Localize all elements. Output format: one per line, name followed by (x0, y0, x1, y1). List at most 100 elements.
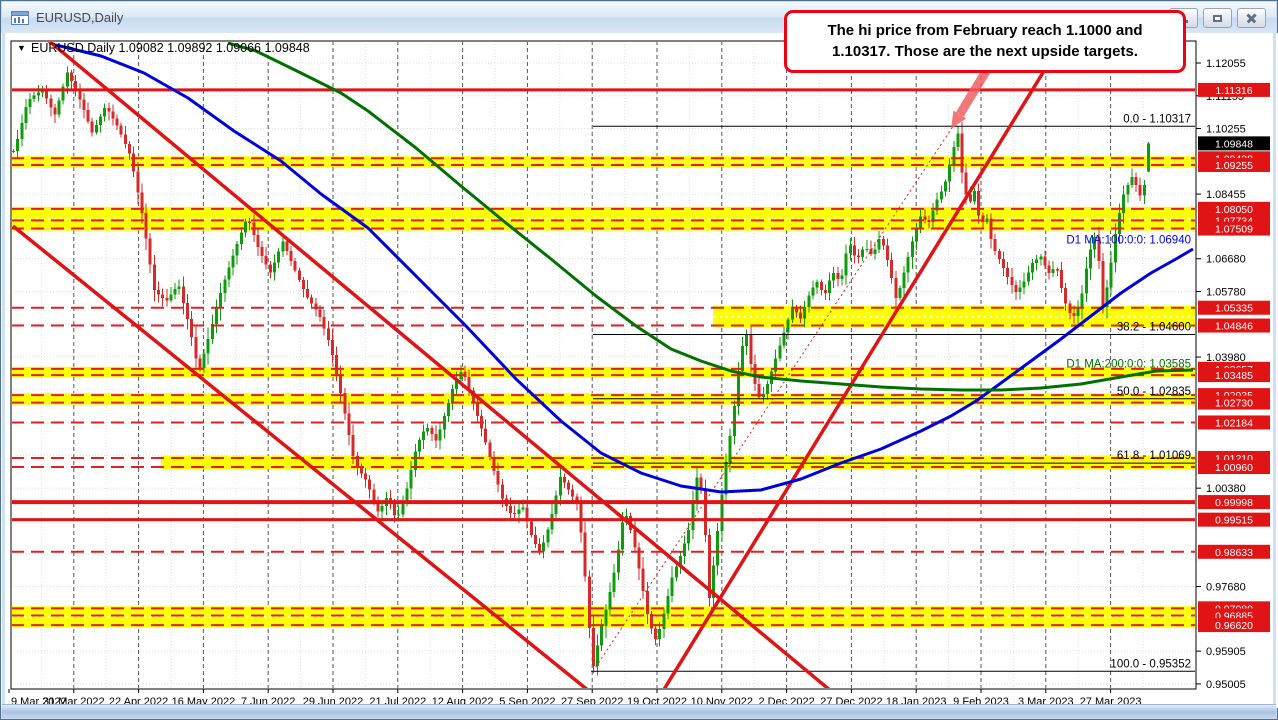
candle-body (339, 374, 343, 394)
support-zone[interactable] (161, 455, 1196, 470)
candle-body (964, 172, 968, 195)
candle-body (57, 100, 61, 115)
candle-body (952, 146, 956, 165)
candle-body (968, 194, 972, 202)
candle-body (699, 477, 703, 490)
candle-body (1093, 236, 1097, 250)
candle-body (1006, 267, 1010, 278)
ohlc-values: EURUSD,Daily 1.09082 1.09892 1.09066 1.0… (31, 41, 310, 55)
candle-body (712, 565, 716, 598)
maximize-icon (1213, 14, 1222, 22)
candle-body (484, 428, 488, 443)
candle-body (612, 572, 616, 593)
price-chart: 0.0 - 1.10317 38.2 - 1.04600 50.0 - 1.0283… (1, 33, 1278, 708)
candle-body (741, 346, 745, 371)
candle-body (127, 144, 131, 154)
candle-body (272, 262, 276, 273)
candle-body (1043, 256, 1047, 266)
candle-body (119, 125, 123, 135)
candle-body (413, 451, 417, 471)
candle-body (836, 272, 840, 280)
price-badge (1198, 544, 1270, 559)
candle-body (861, 249, 865, 258)
candle-body (637, 547, 641, 569)
candle-body (707, 534, 711, 598)
candle-body (1002, 258, 1006, 268)
price-tick-label: 1.00380 (1206, 483, 1246, 495)
candle-body (927, 219, 931, 222)
candle-body (343, 393, 347, 414)
price-tick-label: 1.10255 (1206, 124, 1246, 136)
candle-body (49, 98, 53, 108)
candle-body (372, 489, 376, 501)
candle-body (562, 477, 566, 483)
chart-menu-toggle[interactable]: ▼ (17, 43, 26, 53)
candle-body (285, 241, 289, 252)
candle-body (53, 107, 57, 115)
support-zone[interactable] (11, 156, 1196, 167)
ma100-line[interactable] (55, 43, 1194, 494)
maximize-button[interactable] (1203, 8, 1232, 28)
price-axis: 1.120551.111551.102551.084551.066801.057… (1195, 41, 1270, 691)
candle-body (289, 251, 293, 261)
candle-body (591, 627, 595, 667)
candle-body (322, 317, 326, 329)
ma200-line[interactable] (227, 42, 1194, 392)
candle-body (736, 370, 740, 407)
window-frame-bottom (2, 704, 1276, 718)
candle-body (521, 507, 525, 510)
price-badge-label: 1.02184 (1215, 417, 1253, 429)
candle-body (869, 248, 873, 254)
support-zone[interactable] (11, 206, 1196, 231)
candle-body (608, 592, 612, 610)
candle-body (823, 289, 827, 294)
candle-body (844, 253, 848, 276)
fib-base-line (592, 126, 954, 672)
candle-body (1080, 293, 1084, 309)
price-badge-label: 1.04846 (1215, 321, 1253, 333)
candle-body (1039, 256, 1043, 260)
candle-body (260, 247, 264, 256)
support-zone[interactable] (11, 606, 1196, 628)
candle-body (496, 470, 500, 485)
candle-body (173, 288, 177, 295)
candle-body (422, 431, 426, 441)
descending-channel-upper[interactable] (43, 36, 831, 691)
descending-channel-lower[interactable] (12, 224, 589, 691)
candle-body (641, 568, 645, 591)
candle-body (944, 181, 948, 192)
candle-body (538, 544, 542, 552)
price-levels (12, 88, 1195, 627)
annotation-box[interactable]: The hi price from February reach 1.1000 … (784, 10, 1186, 73)
candle-body (1072, 312, 1076, 317)
close-button[interactable] (1237, 8, 1266, 28)
candle-body (782, 332, 786, 346)
price-tick-label: 0.95905 (1206, 646, 1246, 658)
candle-body (277, 251, 281, 263)
candle-body (90, 121, 94, 133)
candle-body (575, 496, 579, 504)
annotation-line2: 1.10317. Those are the next upside targe… (832, 43, 1138, 60)
candle-body (865, 248, 869, 251)
price-badge (1198, 82, 1270, 97)
support-zone[interactable] (11, 366, 1196, 378)
candle-body (380, 505, 384, 512)
candle-body (393, 504, 397, 516)
arrow-head (951, 110, 967, 129)
candle-body (1031, 263, 1035, 273)
candle-body (20, 122, 24, 139)
candle-body (1118, 212, 1122, 234)
fib-retracement[interactable]: 0.0 - 1.10317 38.2 - 1.04600 50.0 - 1.0283… (591, 113, 1196, 672)
candle-body (587, 576, 591, 628)
candle-body (890, 259, 894, 279)
candle-body (12, 150, 15, 153)
candle-body (405, 488, 409, 502)
candle-body (948, 164, 952, 182)
price-badge-label: 0.99515 (1215, 515, 1253, 527)
candle-body (658, 629, 662, 639)
candle-body (579, 503, 583, 533)
candle-body (774, 358, 778, 372)
rising-trendline[interactable] (662, 33, 1087, 691)
candle-body (886, 245, 890, 260)
fib-level-label: 50.0 - 1.02835 (1117, 386, 1191, 398)
